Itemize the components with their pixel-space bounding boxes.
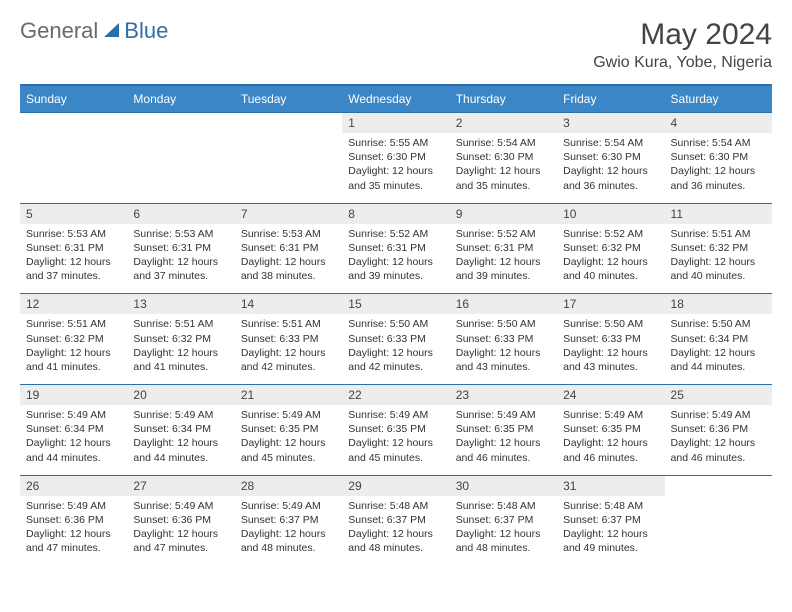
day-content-cell (127, 133, 234, 203)
logo-text-general: General (20, 18, 98, 44)
day-number-cell: 15 (342, 294, 449, 314)
day-number-cell: 22 (342, 385, 449, 405)
day-number-cell: 29 (342, 476, 449, 496)
day-header: Tuesday (235, 85, 342, 113)
day-content-cell (235, 133, 342, 203)
header: General Blue May 2024 Gwio Kura, Yobe, N… (20, 18, 772, 72)
day-number-cell: 27 (127, 476, 234, 496)
day-number-cell (235, 113, 342, 133)
day-number-cell (665, 476, 772, 496)
day-number-cell: 21 (235, 385, 342, 405)
day-number-cell: 11 (665, 204, 772, 224)
content-row: Sunrise: 5:49 AMSunset: 6:36 PMDaylight:… (20, 496, 772, 566)
day-number-cell: 28 (235, 476, 342, 496)
day-number-cell: 3 (557, 113, 664, 133)
day-number-cell (127, 113, 234, 133)
day-header: Friday (557, 85, 664, 113)
day-number-cell: 9 (450, 204, 557, 224)
calendar-body: 1234 Sunrise: 5:55 AMSunset: 6:30 PMDayl… (20, 113, 772, 566)
day-number-cell (20, 113, 127, 133)
day-number-cell: 13 (127, 294, 234, 314)
day-header: Thursday (450, 85, 557, 113)
day-number-cell: 12 (20, 294, 127, 314)
daynum-row: 567891011 (20, 204, 772, 224)
day-content-cell: Sunrise: 5:50 AMSunset: 6:33 PMDaylight:… (450, 314, 557, 384)
day-header: Sunday (20, 85, 127, 113)
day-number-cell: 5 (20, 204, 127, 224)
logo-text-blue: Blue (124, 18, 168, 44)
day-content-cell: Sunrise: 5:48 AMSunset: 6:37 PMDaylight:… (450, 496, 557, 566)
day-content-cell: Sunrise: 5:53 AMSunset: 6:31 PMDaylight:… (235, 224, 342, 294)
day-number-cell: 4 (665, 113, 772, 133)
day-content-cell: Sunrise: 5:54 AMSunset: 6:30 PMDaylight:… (450, 133, 557, 203)
day-number-cell: 16 (450, 294, 557, 314)
day-number-cell: 31 (557, 476, 664, 496)
day-content-cell (665, 496, 772, 566)
day-content-cell: Sunrise: 5:51 AMSunset: 6:32 PMDaylight:… (665, 224, 772, 294)
day-content-cell: Sunrise: 5:48 AMSunset: 6:37 PMDaylight:… (557, 496, 664, 566)
day-number-cell: 17 (557, 294, 664, 314)
day-content-cell: Sunrise: 5:53 AMSunset: 6:31 PMDaylight:… (20, 224, 127, 294)
day-number-cell: 8 (342, 204, 449, 224)
day-number-cell: 1 (342, 113, 449, 133)
day-content-cell (20, 133, 127, 203)
daynum-row: 1234 (20, 113, 772, 133)
day-content-cell: Sunrise: 5:49 AMSunset: 6:34 PMDaylight:… (127, 405, 234, 475)
day-content-cell: Sunrise: 5:49 AMSunset: 6:34 PMDaylight:… (20, 405, 127, 475)
day-content-cell: Sunrise: 5:52 AMSunset: 6:31 PMDaylight:… (450, 224, 557, 294)
day-number-cell: 10 (557, 204, 664, 224)
content-row: Sunrise: 5:51 AMSunset: 6:32 PMDaylight:… (20, 314, 772, 384)
day-content-cell: Sunrise: 5:52 AMSunset: 6:32 PMDaylight:… (557, 224, 664, 294)
day-content-cell: Sunrise: 5:50 AMSunset: 6:33 PMDaylight:… (342, 314, 449, 384)
page-title: May 2024 (593, 18, 772, 52)
content-row: Sunrise: 5:55 AMSunset: 6:30 PMDaylight:… (20, 133, 772, 203)
daynum-row: 262728293031 (20, 476, 772, 496)
day-content-cell: Sunrise: 5:54 AMSunset: 6:30 PMDaylight:… (557, 133, 664, 203)
day-number-cell: 20 (127, 385, 234, 405)
day-number-cell: 26 (20, 476, 127, 496)
day-number-cell: 6 (127, 204, 234, 224)
calendar-table: SundayMondayTuesdayWednesdayThursdayFrid… (20, 84, 772, 565)
day-content-cell: Sunrise: 5:54 AMSunset: 6:30 PMDaylight:… (665, 133, 772, 203)
day-number-cell: 18 (665, 294, 772, 314)
day-content-cell: Sunrise: 5:55 AMSunset: 6:30 PMDaylight:… (342, 133, 449, 203)
day-number-cell: 24 (557, 385, 664, 405)
day-content-cell: Sunrise: 5:50 AMSunset: 6:33 PMDaylight:… (557, 314, 664, 384)
day-content-cell: Sunrise: 5:51 AMSunset: 6:32 PMDaylight:… (20, 314, 127, 384)
title-block: May 2024 Gwio Kura, Yobe, Nigeria (593, 18, 772, 72)
day-number-cell: 30 (450, 476, 557, 496)
day-content-cell: Sunrise: 5:49 AMSunset: 6:35 PMDaylight:… (235, 405, 342, 475)
day-number-cell: 2 (450, 113, 557, 133)
logo-sail-icon (102, 20, 122, 43)
day-content-cell: Sunrise: 5:51 AMSunset: 6:33 PMDaylight:… (235, 314, 342, 384)
content-row: Sunrise: 5:49 AMSunset: 6:34 PMDaylight:… (20, 405, 772, 475)
content-row: Sunrise: 5:53 AMSunset: 6:31 PMDaylight:… (20, 224, 772, 294)
day-content-cell: Sunrise: 5:49 AMSunset: 6:35 PMDaylight:… (342, 405, 449, 475)
day-number-cell: 7 (235, 204, 342, 224)
day-content-cell: Sunrise: 5:48 AMSunset: 6:37 PMDaylight:… (342, 496, 449, 566)
day-header-row: SundayMondayTuesdayWednesdayThursdayFrid… (20, 85, 772, 113)
day-content-cell: Sunrise: 5:52 AMSunset: 6:31 PMDaylight:… (342, 224, 449, 294)
day-content-cell: Sunrise: 5:51 AMSunset: 6:32 PMDaylight:… (127, 314, 234, 384)
day-number-cell: 19 (20, 385, 127, 405)
day-content-cell: Sunrise: 5:49 AMSunset: 6:37 PMDaylight:… (235, 496, 342, 566)
day-content-cell: Sunrise: 5:49 AMSunset: 6:35 PMDaylight:… (450, 405, 557, 475)
day-header: Saturday (665, 85, 772, 113)
day-header: Monday (127, 85, 234, 113)
day-content-cell: Sunrise: 5:49 AMSunset: 6:36 PMDaylight:… (127, 496, 234, 566)
day-content-cell: Sunrise: 5:49 AMSunset: 6:36 PMDaylight:… (665, 405, 772, 475)
day-number-cell: 23 (450, 385, 557, 405)
day-number-cell: 25 (665, 385, 772, 405)
location-text: Gwio Kura, Yobe, Nigeria (593, 54, 772, 72)
logo: General Blue (20, 18, 168, 44)
daynum-row: 12131415161718 (20, 294, 772, 314)
day-content-cell: Sunrise: 5:50 AMSunset: 6:34 PMDaylight:… (665, 314, 772, 384)
day-content-cell: Sunrise: 5:49 AMSunset: 6:35 PMDaylight:… (557, 405, 664, 475)
day-content-cell: Sunrise: 5:53 AMSunset: 6:31 PMDaylight:… (127, 224, 234, 294)
daynum-row: 19202122232425 (20, 385, 772, 405)
day-header: Wednesday (342, 85, 449, 113)
day-content-cell: Sunrise: 5:49 AMSunset: 6:36 PMDaylight:… (20, 496, 127, 566)
day-number-cell: 14 (235, 294, 342, 314)
